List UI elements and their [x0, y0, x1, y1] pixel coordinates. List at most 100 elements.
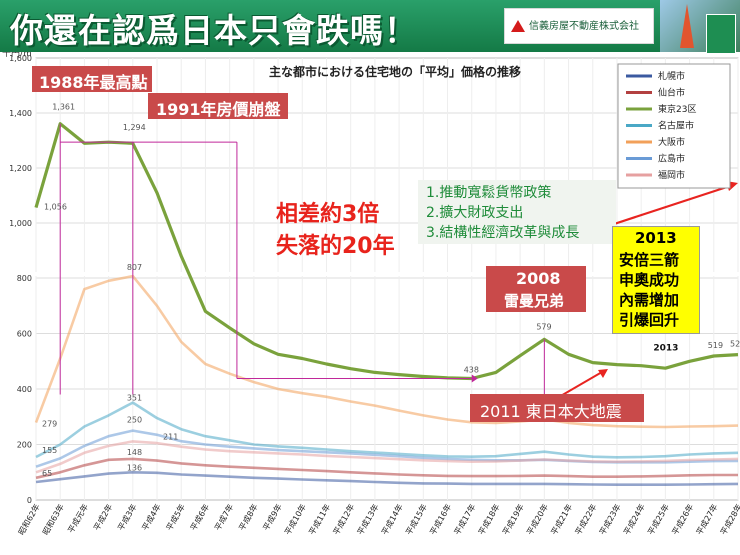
x-tick-label: 平成16年	[427, 502, 453, 537]
storefront-icon	[706, 14, 736, 54]
annotation-peak-1988: 1988年最高點	[32, 66, 152, 92]
x-tick-label: 平成22年	[573, 502, 599, 537]
legend-label: 福岡市	[658, 169, 685, 181]
series-line	[35, 401, 739, 459]
x-tick-label: 平成13年	[355, 502, 381, 537]
legend-label: 札幌市	[658, 70, 685, 82]
series-line	[34, 122, 739, 381]
x-tick-label: 平成26年	[670, 502, 696, 537]
data-label: 279	[42, 420, 57, 429]
quake-arrowhead	[598, 369, 608, 378]
data-label: 65	[42, 469, 52, 478]
x-tick-label: 平成9年	[261, 502, 284, 532]
policy-item-3: 3.結構性經濟改革與成長	[426, 225, 580, 241]
data-label: 1,056	[44, 203, 67, 212]
tokyo-photo	[660, 0, 740, 54]
y-tick-label: 200	[17, 441, 32, 450]
data-label: 519	[708, 341, 723, 350]
annotation-lehman: 2008 雷曼兄弟	[486, 266, 586, 312]
data-label: 250	[127, 416, 142, 425]
annotation-gap-line2: 失落的20年	[276, 234, 395, 259]
annotation-quake: 2011 東日本大地震	[470, 394, 644, 422]
bracket-arrowhead	[471, 374, 478, 383]
x-tick-label: 平成元年	[65, 502, 90, 535]
data-label: 136	[127, 463, 142, 472]
y-tick-label: 1,600	[9, 54, 32, 63]
annotation-gap: 相差約3倍 失落的20年	[276, 196, 396, 259]
series-line	[35, 440, 739, 474]
policy-item-2: 2.擴大財政支出	[426, 205, 524, 221]
legend-label: 名古屋市	[658, 120, 694, 132]
policy-item-1: 1.推動寬鬆貨幣政策	[426, 185, 552, 201]
annotation-lehman-name: 雷曼兄弟	[504, 292, 565, 310]
data-label: 524	[730, 340, 740, 349]
x-tick-label: 平成8年	[236, 502, 259, 532]
y-tick-label: 1,400	[9, 109, 32, 118]
company-badge: 信義房屋不動産株式会社	[504, 8, 654, 44]
y-tick-label: 1,000	[9, 219, 32, 228]
x-tick-label: 平成7年	[212, 502, 235, 532]
x-tick-label: 平成10年	[282, 502, 308, 537]
data-label: 1,361	[52, 103, 75, 112]
abenomics-line-4: 內需增加	[619, 291, 680, 309]
x-tick-label: 平成23年	[597, 502, 623, 537]
trend-arrow-line	[607, 184, 731, 228]
y-tick-label: 600	[17, 330, 32, 339]
annotation-abenomics: 2013 安倍三箭 申奧成功 內需增加 引爆回升	[612, 226, 700, 334]
annotation-gap-line1: 相差約3倍	[276, 202, 380, 227]
annotation-peak-1988-text: 1988年最高點	[39, 73, 148, 92]
abenomics-line-1: 2013	[635, 229, 677, 247]
legend-label: 広島市	[658, 153, 685, 165]
x-tick-label: 平成5年	[164, 502, 187, 532]
x-tick-label: 平成17年	[452, 502, 478, 537]
x-tick-label: 平成27年	[694, 502, 720, 537]
x-tick-label: 平成6年	[188, 502, 211, 532]
data-label: 351	[127, 394, 142, 403]
x-tick-label: 平成28年	[718, 502, 740, 537]
annotation-lehman-year: 2008	[516, 269, 561, 288]
x-tick-label: 平成20年	[524, 502, 550, 537]
company-name: 信義房屋不動産株式会社	[529, 21, 639, 32]
chart-title: 主な都市における住宅地の「平均」価格の推移	[269, 64, 521, 79]
legend-label: 仙台市	[658, 87, 685, 99]
x-tick-label: 平成25年	[645, 502, 671, 537]
y-tick-label: 1,200	[9, 164, 32, 173]
data-label: 2013	[653, 344, 678, 354]
data-label: 438	[464, 365, 479, 374]
x-tick-label: 平成18年	[476, 502, 502, 537]
abenomics-line-2: 安倍三箭	[619, 251, 680, 269]
data-label: 148	[127, 448, 142, 457]
legend-label: 大阪市	[658, 136, 685, 148]
x-tick-label: 平成14年	[379, 502, 405, 537]
annotation-crash-1991: 1991年房價崩盤	[148, 93, 288, 119]
policy-box: 1.推動寬鬆貨幣政策 2.擴大財政支出 3.結構性經濟改革與成長	[418, 180, 616, 244]
y-tick-label: 0	[27, 496, 32, 505]
x-tick-label: 平成12年	[331, 502, 357, 537]
annotation-quake-text: 2011 東日本大地震	[480, 402, 622, 421]
axis-break	[34, 272, 740, 276]
data-label: 155	[42, 446, 57, 455]
page-title: 你還在認爲日本只會跌嗎！	[10, 11, 418, 50]
company-logo-icon	[511, 20, 525, 32]
abenomics-line-3: 申奧成功	[619, 271, 680, 289]
data-label: 1,294	[123, 123, 146, 132]
series-line	[35, 470, 739, 487]
header-bar: 你還在認爲日本只會跌嗎！ 信義房屋不動産株式会社	[0, 0, 740, 54]
x-tick-label: 平成11年	[306, 502, 332, 537]
x-tick-label: 平成21年	[549, 502, 575, 537]
data-label: 211	[163, 432, 178, 441]
x-tick-label: 昭和63年	[40, 502, 66, 537]
tokyo-tower-icon	[680, 4, 694, 48]
data-label: 579	[536, 322, 551, 331]
y-axis-label: 千円/㎡	[2, 52, 32, 59]
y-tick-label: 800	[17, 274, 32, 283]
x-tick-label: 平成2年	[91, 502, 114, 532]
data-label: 807	[127, 263, 142, 272]
x-tick-label: 平成24年	[621, 502, 647, 537]
x-tick-label: 平成3年	[115, 502, 138, 532]
annotation-crash-1991-text: 1991年房價崩盤	[156, 100, 281, 119]
x-tick-label: 昭和62年	[16, 502, 42, 537]
x-tick-label: 平成19年	[500, 502, 526, 537]
x-tick-label: 平成4年	[140, 502, 163, 532]
series-line	[35, 457, 738, 480]
